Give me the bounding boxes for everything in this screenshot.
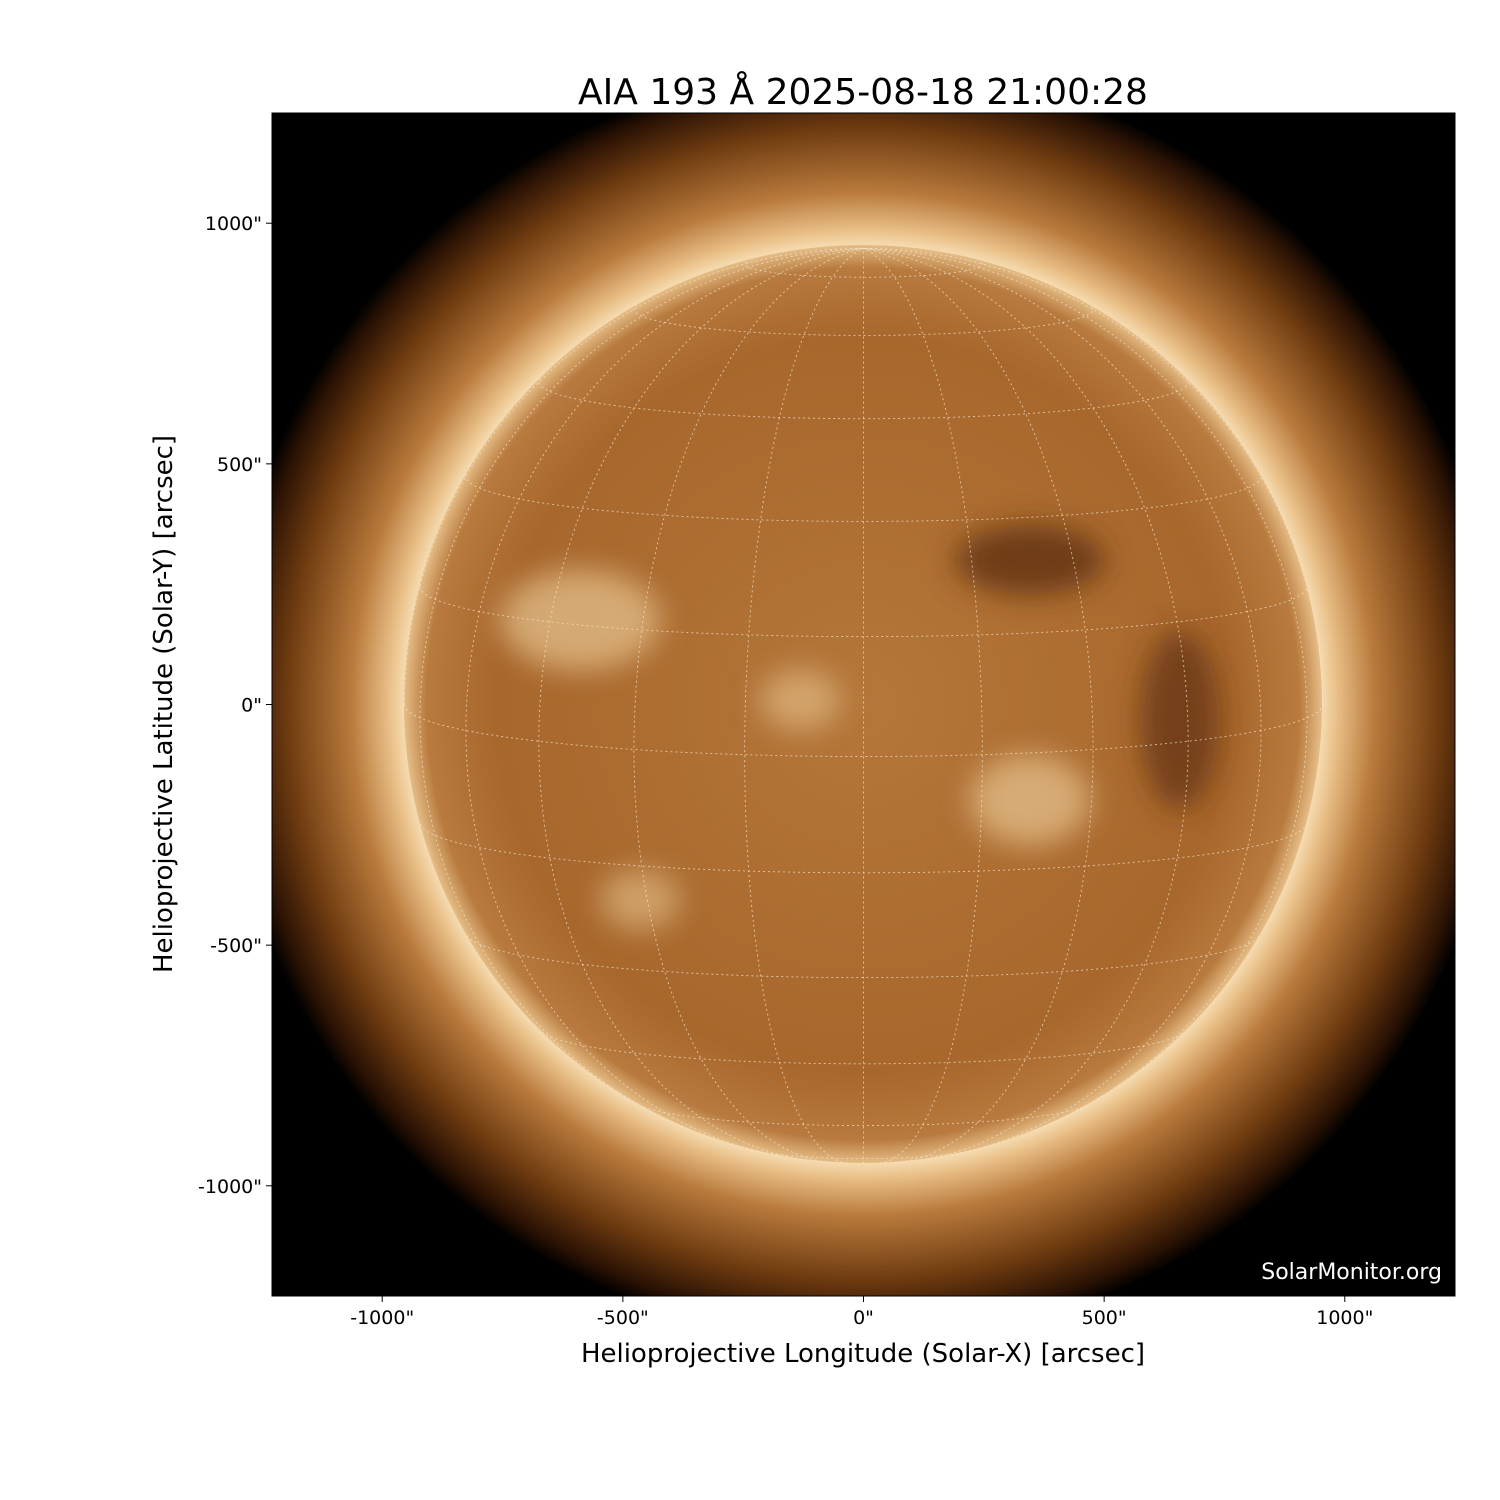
x-axis-ticks: -1000" -500" 0" 500" 1000" [350,1296,1373,1329]
heliographic-grid [403,247,1324,1164]
grid-line [538,247,864,1161]
image-area: SolarMonitor.org [272,113,1455,1296]
watermark: SolarMonitor.org [1261,1260,1442,1285]
y-axis-label: Helioprojective Latitude (Solar-Y) [arcs… [149,435,179,973]
x-tick-label: 500" [1082,1307,1127,1329]
grid-line [419,247,864,1128]
grid-line [465,474,1262,522]
active-region [600,870,680,930]
coronal-hole [955,525,1105,595]
grid-line [756,1150,971,1160]
x-tick-label: 1000" [1316,1307,1373,1329]
disk-features [500,525,1220,930]
grid-line [466,935,1261,979]
x-tick-label: -1000" [350,1307,414,1329]
x-tick-label: 0" [853,1307,874,1329]
coronal-hole [1140,630,1220,810]
y-tick-label: 500" [217,454,262,476]
grid-line [419,824,1308,874]
grid-line [638,1104,1089,1127]
x-tick-label: -500" [597,1307,649,1329]
y-axis-ticks: 1000" 500" 0" -500" -1000" [198,213,272,1198]
active-region [760,670,840,730]
y-tick-label: 0" [241,695,262,717]
grid-line [633,247,864,1163]
chart-title: AIA 193 Å 2025-08-18 21:00:28 [578,70,1148,113]
grid-line [863,247,1308,1128]
active-region [970,755,1090,845]
grid-line [863,247,1189,1161]
grid-line [419,586,1308,638]
grid-line [863,247,983,1164]
grid-line [541,1031,1186,1065]
grid-line [538,377,1189,420]
x-axis-label: Helioprojective Longitude (Solar-X) [arc… [581,1339,1145,1369]
y-tick-label: -1000" [198,1176,262,1198]
y-tick-label: 1000" [205,213,262,235]
grid-line [633,304,1094,336]
active-region [500,570,660,670]
grid-line [863,247,1094,1163]
y-tick-label: -500" [210,935,262,957]
solar-disk [404,245,1322,1163]
grid-line [744,247,864,1164]
